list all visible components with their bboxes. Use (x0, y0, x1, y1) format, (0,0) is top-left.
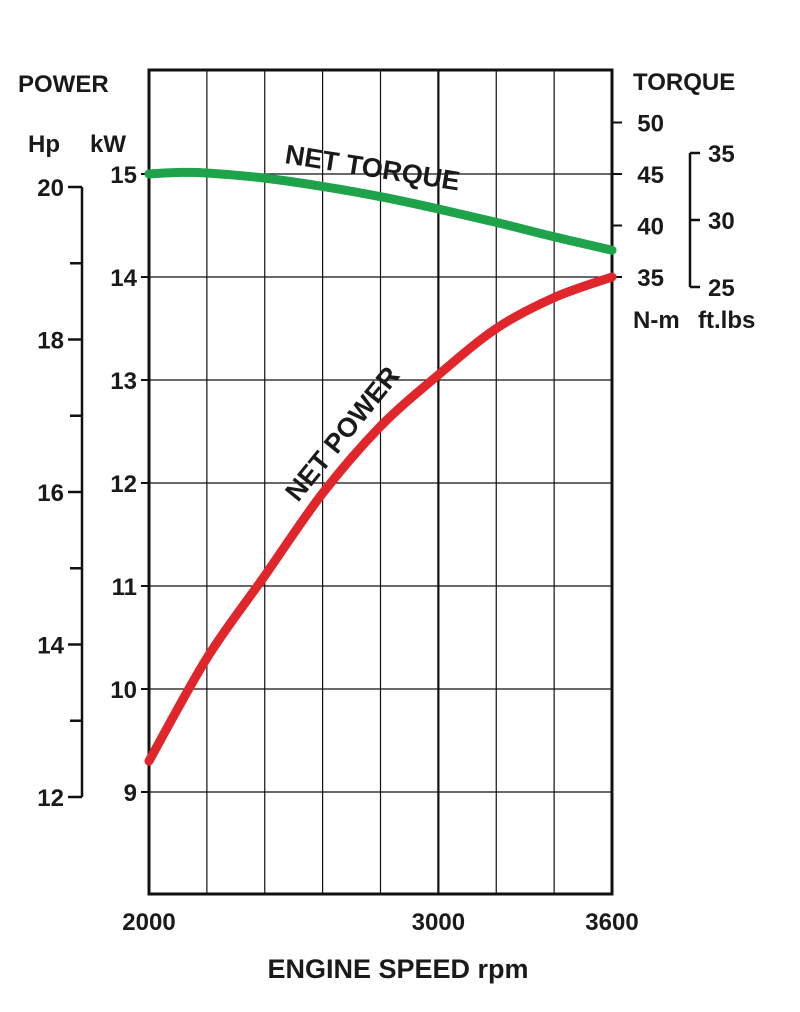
kw-unit-label: kW (90, 131, 126, 158)
ftlb-tick-label: 25 (708, 275, 735, 302)
hp-tick-label: 14 (37, 633, 64, 660)
nm-tick-label: 35 (637, 265, 664, 292)
x-axis-label: ENGINE SPEED rpm (267, 954, 528, 984)
nm-tick-label: 45 (637, 162, 664, 189)
kw-tick-label: 11 (112, 574, 137, 601)
kw-tick-label: 10 (110, 677, 137, 704)
hp-tick-label: 18 (37, 328, 64, 355)
power-axis-title: POWER (18, 71, 109, 98)
grid-lines (149, 70, 612, 894)
hp-tick-label: 20 (37, 175, 64, 202)
ftlb-unit-label: ft.lbs (698, 307, 755, 334)
kw-tick-label: 13 (110, 368, 137, 395)
x-tick-label: 3600 (585, 909, 638, 936)
axes: 9 10 11 12 13 14 15 12 14 16 18 20 35 40 45 50 25 30 35 200… (37, 68, 735, 936)
torque-axis-title: TORQUE (633, 69, 735, 96)
x-tick-label: 3000 (412, 909, 465, 936)
hp-tick-label: 12 (37, 785, 64, 812)
hp-tick-label: 16 (37, 480, 64, 507)
net-power-line (144, 272, 617, 766)
hp-unit-label: Hp (28, 131, 60, 158)
kw-tick-label: 12 (110, 471, 137, 498)
series (144, 167, 617, 766)
x-tick-label: 2000 (122, 909, 175, 936)
kw-tick-label: 14 (110, 265, 137, 292)
net-torque-line (144, 167, 617, 255)
ftlb-tick-label: 30 (708, 208, 735, 235)
kw-tick-label: 9 (124, 780, 137, 807)
nm-tick-label: 40 (637, 214, 664, 241)
net-power-series-label: NET POWER (279, 361, 405, 507)
nm-tick-label: 50 (637, 111, 664, 138)
ftlb-tick-label: 35 (708, 141, 735, 168)
kw-tick-label: 15 (110, 162, 137, 189)
nm-unit-label: N-m (633, 307, 680, 334)
